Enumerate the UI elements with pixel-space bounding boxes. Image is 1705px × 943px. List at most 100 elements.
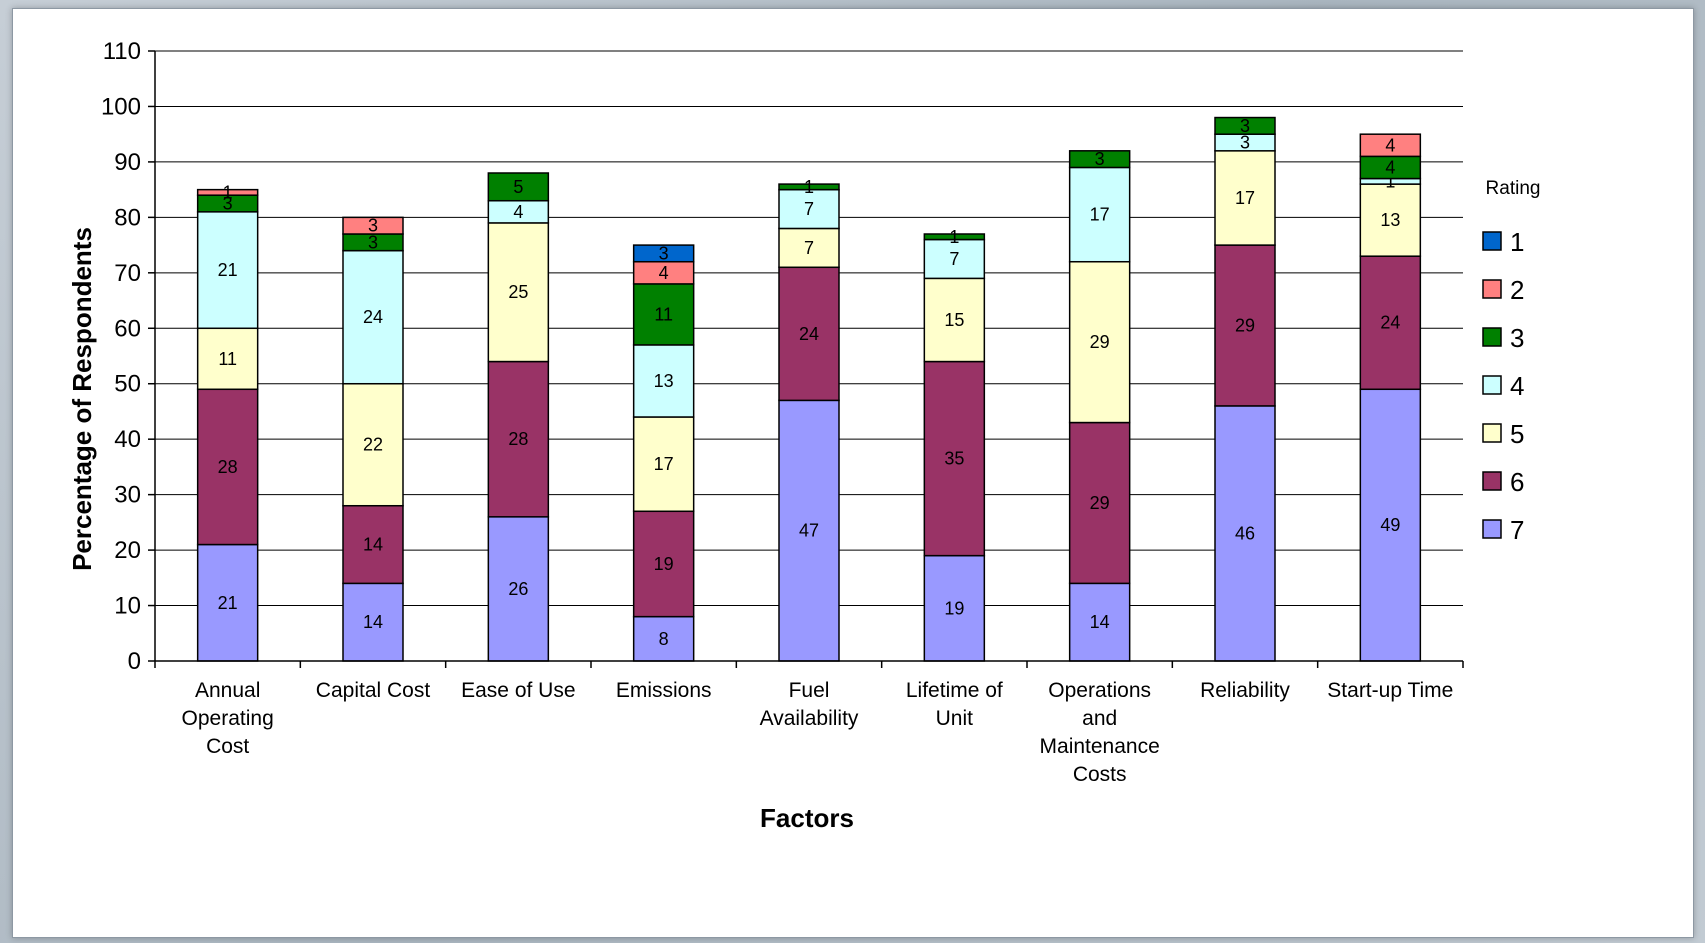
x-category-label-line: Cost (206, 735, 249, 758)
bar-segment-rating-4 (342, 249, 404, 385)
bar-value-label: 25 (508, 282, 528, 302)
bar-segment-rating-3 (923, 233, 986, 241)
bar-value-label: 24 (363, 307, 383, 327)
x-category-label-line: Costs (1073, 763, 1127, 786)
y-tick-label: 70 (114, 260, 141, 287)
bar-segment-rating-4 (632, 344, 695, 418)
bar-segment-rating-7 (632, 615, 695, 662)
x-category-label-line: Operations (1048, 679, 1151, 702)
x-category-label-line: Fuel (789, 679, 830, 702)
bar-value-label: 11 (218, 349, 237, 369)
bar-value-label: 1 (804, 177, 814, 197)
y-tick-label: 30 (114, 482, 141, 509)
legend-swatch-rating-3 (1482, 327, 1502, 347)
bar-value-label: 13 (654, 371, 674, 391)
bar-segment-rating-3 (778, 183, 840, 191)
bar-value-label: 29 (1090, 493, 1110, 513)
legend-swatch-rating-7 (1482, 519, 1502, 539)
legend-swatch-rating-2 (1482, 279, 1502, 299)
bar-segment-rating-7 (342, 582, 404, 662)
legend-label: 6 (1510, 467, 1524, 497)
bar-value-label: 46 (1235, 523, 1255, 543)
x-category-label-line: Ease of Use (461, 679, 575, 702)
bar-value-label: 26 (508, 579, 528, 599)
legend-swatch-rating-5 (1482, 423, 1502, 443)
bar-value-label: 4 (1385, 157, 1395, 177)
bar-value-label: 19 (654, 554, 674, 574)
bar-segment-rating-6 (1068, 421, 1131, 585)
bar-segment-rating-6 (923, 360, 986, 557)
y-tick-label: 110 (103, 38, 141, 65)
bar-value-label: 7 (949, 249, 959, 269)
bar-segment-rating-2 (1359, 133, 1422, 158)
legend-label: 1 (1510, 227, 1524, 257)
bar-segment-rating-7 (923, 554, 986, 662)
bar-segment-rating-6 (632, 510, 695, 618)
bar-value-label: 7 (804, 199, 814, 219)
y-tick-label: 60 (114, 315, 141, 342)
x-category-label: Capital Cost (316, 679, 431, 702)
legend-label: 4 (1510, 371, 1524, 401)
bar-value-label: 17 (654, 454, 674, 474)
bar-value-label: 28 (508, 429, 528, 449)
x-category-label: Ease of Use (461, 679, 575, 702)
x-category-label-line: Maintenance (1040, 735, 1160, 758)
x-category-label-line: Unit (936, 707, 974, 730)
bars: 2128112131141422243326282545819171311434… (196, 116, 1422, 662)
legend-swatch-rating-4 (1482, 375, 1502, 395)
y-tick-label: 0 (128, 648, 141, 675)
x-category-label-line: and (1082, 707, 1117, 730)
bar-segment-rating-5 (778, 227, 840, 269)
legend-swatch-rating-1 (1482, 231, 1502, 251)
bar-segment-rating-3 (1068, 150, 1131, 169)
bar-segment-rating-6 (196, 388, 259, 546)
bar-segment-rating-5 (632, 416, 695, 513)
bar-segment-rating-2 (196, 188, 259, 196)
bar-value-label: 4 (513, 202, 523, 222)
bar-value-label: 21 (218, 593, 238, 613)
bar-value-label: 3 (1240, 133, 1250, 153)
bar-segment-rating-4 (778, 188, 840, 230)
bar-segment-rating-6 (342, 504, 404, 585)
y-tick-label: 10 (114, 593, 141, 620)
bar-value-label: 21 (218, 260, 238, 280)
bar-value-label: 47 (799, 521, 819, 541)
bar-value-label: 49 (1380, 515, 1400, 535)
bar-value-label: 1 (949, 227, 959, 247)
bar-value-label: 4 (1385, 135, 1395, 155)
bar-segment-rating-1 (632, 244, 695, 263)
x-category-label-line: Start-up Time (1327, 679, 1453, 702)
x-category-label-line: Annual (195, 679, 260, 702)
legend-label: 5 (1510, 419, 1524, 449)
bar-value-label: 35 (944, 449, 964, 469)
stacked-bar-chart: 2128112131141422243326282545819171311434… (67, 38, 1573, 833)
bar-value-label: 14 (363, 535, 383, 555)
bar-segment-rating-3 (487, 172, 550, 202)
x-category-label: Lifetime of Unit (906, 679, 1003, 730)
chart-frame: 21 28 11 21 3 1 14 14 22 24 3 3 26 28 25 4 5 8 19 17 13 11 4 3 4… (12, 8, 1694, 938)
x-category-label: Operations and Maintenance Costs (1040, 679, 1160, 786)
y-tick-label: 100 (101, 93, 141, 120)
x-category-label: Annual Operating Cost (182, 679, 274, 758)
bar-segment-rating-2 (342, 216, 404, 235)
bar-value-label: 29 (1090, 332, 1110, 352)
x-category-labels: Annual Operating Cost Capital Cost Ease of U… (182, 679, 1454, 786)
bar-segment-rating-4 (196, 211, 259, 330)
bar-value-label: 14 (363, 612, 383, 632)
bar-segment-rating-7 (1214, 405, 1276, 662)
bar-value-label: 11 (654, 304, 673, 324)
bar-segment-rating-3 (632, 283, 695, 346)
x-category-label-line: Capital Cost (316, 679, 431, 702)
bar-value-label: 3 (1240, 116, 1250, 136)
legend-title: Rating (1486, 178, 1541, 199)
bar-value-label: 7 (804, 238, 814, 258)
bar-segment-rating-5 (1214, 150, 1276, 246)
y-tick-label: 40 (114, 426, 141, 453)
y-tick-label: 20 (114, 537, 141, 564)
bar-segment-rating-3 (1214, 116, 1276, 135)
bar-value-label: 3 (659, 243, 669, 263)
x-category-label: Fuel Availability (760, 679, 859, 730)
x-category-label: Reliability (1200, 679, 1290, 702)
bar-value-label: 19 (944, 598, 964, 618)
bar-value-label: 17 (1090, 205, 1110, 225)
